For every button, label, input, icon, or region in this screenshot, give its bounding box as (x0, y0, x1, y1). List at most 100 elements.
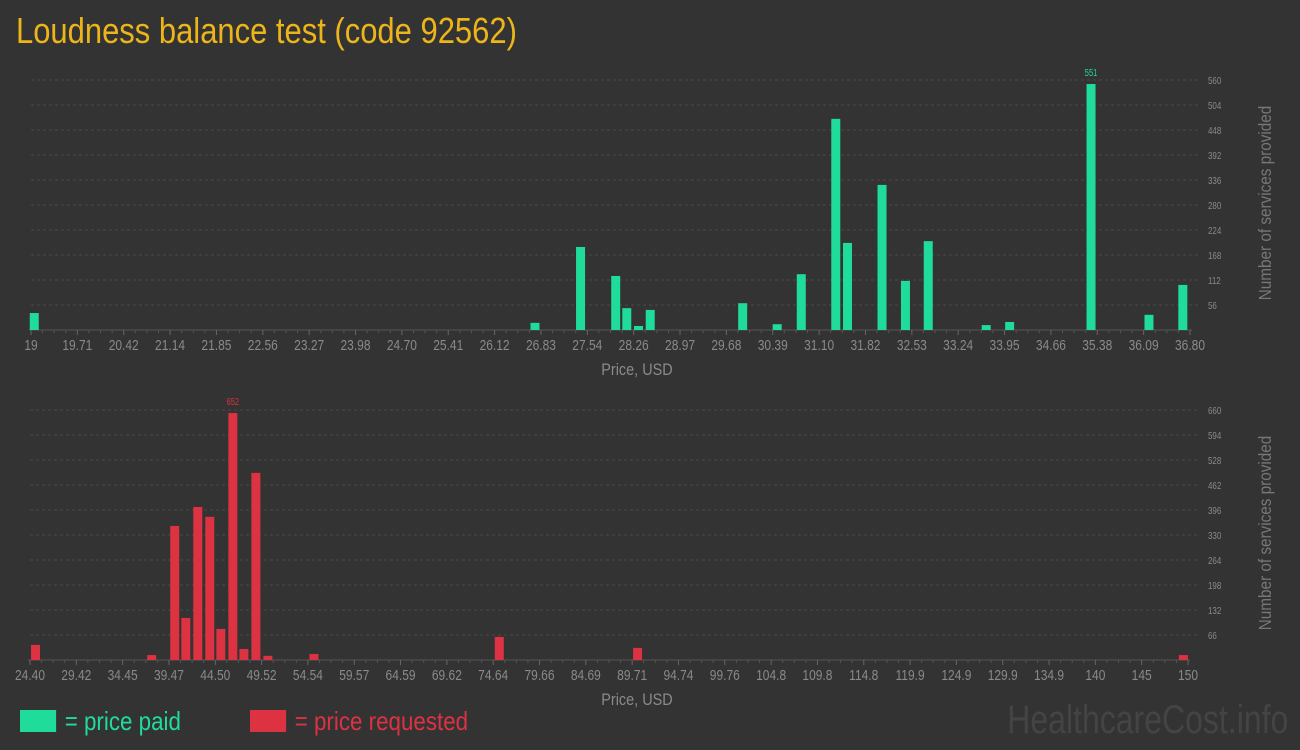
legend-label-paid: = price paid (64, 705, 181, 736)
bar (228, 413, 238, 660)
y-axis-label: Number of services provided (1255, 106, 1275, 301)
bar (147, 655, 157, 660)
x-tick-label: 129.9 (988, 667, 1018, 684)
bar (193, 506, 203, 660)
max-value-label: 652 (227, 396, 240, 407)
bar (170, 525, 180, 660)
bar (1086, 84, 1096, 331)
x-axis-label: Price, USD (601, 691, 672, 709)
x-tick-label: 150 (1178, 667, 1198, 684)
bar (1005, 321, 1015, 330)
x-tick-label: 26.83 (526, 337, 556, 354)
x-tick-label: 145 (1132, 667, 1152, 684)
x-tick-label: 33.24 (943, 337, 973, 354)
x-tick-label: 25.41 (433, 337, 463, 354)
x-tick-label: 109.8 (802, 667, 832, 684)
x-tick-label: 140 (1085, 667, 1105, 684)
bar (738, 303, 748, 330)
bar (31, 644, 41, 660)
bar (622, 308, 632, 330)
y-tick-label: 112 (1208, 275, 1221, 286)
bar (633, 647, 643, 660)
y-axis-label: Number of services provided (1255, 436, 1275, 631)
x-tick-label: 119.9 (896, 667, 925, 684)
x-tick-label: 39.47 (154, 667, 184, 684)
x-tick-label: 22.56 (248, 337, 278, 354)
bar (251, 472, 261, 660)
y-tick-label: 504 (1208, 100, 1221, 111)
x-tick-label: 23.98 (341, 337, 371, 354)
bar (877, 184, 887, 330)
x-tick-label: 89.71 (617, 667, 647, 684)
y-tick-label: 560 (1208, 75, 1221, 86)
watermark: HealthcareCost.info (1006, 698, 1288, 742)
x-tick-label: 19.71 (62, 337, 92, 354)
legend-swatch-paid (20, 710, 57, 732)
x-tick-label: 59.57 (339, 667, 369, 684)
x-tick-label: 24.70 (387, 337, 417, 354)
page-title: Loudness balance test (code 92562) (16, 10, 517, 51)
y-tick-label: 336 (1208, 175, 1221, 186)
x-tick-label: 33.95 (990, 337, 1020, 354)
legend-price-requested: = price requested (250, 706, 468, 736)
x-tick-label: 134.9 (1034, 667, 1064, 684)
y-tick-label: 594 (1208, 430, 1221, 441)
x-tick-label: 30.39 (758, 337, 788, 354)
x-tick-label: 28.26 (619, 337, 649, 354)
x-tick-label: 32.53 (897, 337, 927, 354)
x-tick-label: 31.10 (804, 337, 834, 354)
y-tick-label: 168 (1208, 250, 1221, 261)
bar (239, 649, 249, 660)
x-tick-label: 124.9 (941, 667, 971, 684)
x-tick-label: 34.66 (1036, 337, 1066, 354)
legend-swatch-requested (250, 710, 287, 732)
legend-label-requested: = price requested (294, 705, 469, 736)
x-tick-label: 20.42 (109, 337, 139, 354)
x-tick-label: 69.62 (432, 667, 462, 684)
y-tick-label: 330 (1208, 530, 1221, 541)
bar (216, 628, 226, 660)
bar (263, 655, 273, 660)
x-tick-label: 104.8 (756, 667, 786, 684)
y-tick-label: 198 (1208, 580, 1221, 591)
bar (1178, 284, 1188, 330)
x-tick-label: 49.52 (247, 667, 277, 684)
x-tick-label: 44.50 (200, 667, 230, 684)
y-tick-label: 396 (1208, 505, 1221, 516)
bar (309, 653, 319, 660)
y-tick-label: 224 (1208, 225, 1221, 236)
bar (576, 246, 586, 330)
y-tick-label: 280 (1208, 200, 1221, 211)
x-axis-label: Price, USD (601, 361, 672, 379)
bar (900, 280, 910, 330)
bar (843, 242, 853, 330)
x-tick-label: 27.54 (572, 337, 602, 354)
x-tick-label: 31.82 (850, 337, 880, 354)
x-tick-label: 35.38 (1082, 337, 1112, 354)
bar (633, 325, 643, 330)
x-tick-label: 54.54 (293, 667, 323, 684)
x-tick-label: 21.14 (155, 337, 185, 354)
x-tick-label: 34.45 (108, 667, 138, 684)
x-tick-label: 74.64 (478, 667, 508, 684)
x-tick-label: 26.12 (480, 337, 510, 354)
bar (530, 322, 540, 330)
bar (772, 324, 782, 330)
x-tick-label: 23.27 (294, 337, 324, 354)
y-tick-label: 132 (1208, 605, 1221, 616)
x-tick-label: 28.97 (665, 337, 695, 354)
bar (181, 617, 191, 660)
y-tick-label: 66 (1208, 630, 1217, 641)
bar (1178, 655, 1188, 660)
x-tick-label: 36.09 (1129, 337, 1159, 354)
x-tick-label: 36.80 (1175, 337, 1205, 354)
bar (831, 118, 841, 330)
bar (796, 274, 806, 330)
x-tick-label: 99.76 (710, 667, 740, 684)
x-tick-label: 29.68 (711, 337, 741, 354)
x-tick-label: 19 (24, 337, 37, 354)
y-tick-label: 528 (1208, 455, 1221, 466)
bar (923, 241, 933, 330)
y-tick-label: 56 (1208, 300, 1217, 311)
